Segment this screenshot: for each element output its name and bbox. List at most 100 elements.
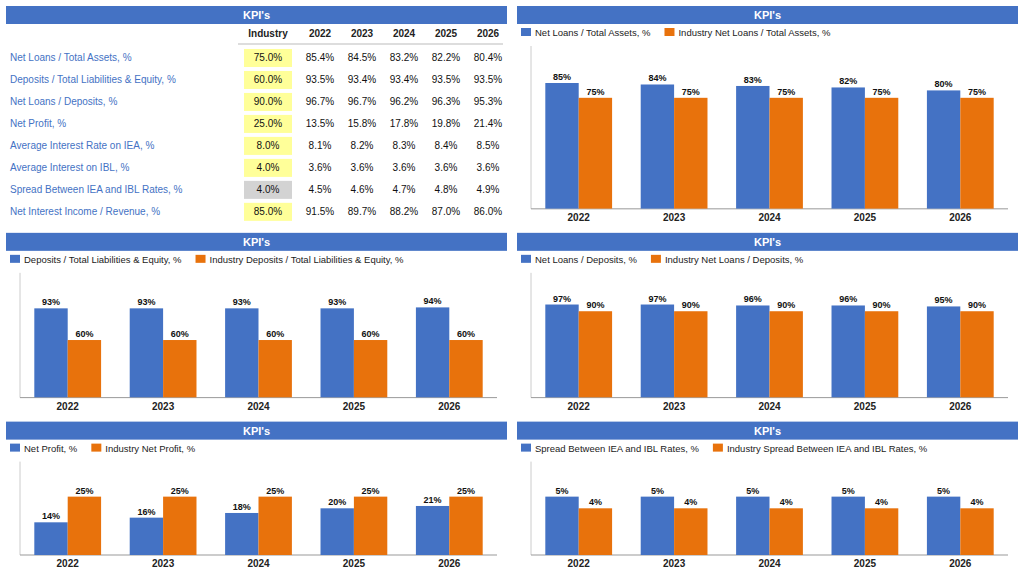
bar xyxy=(927,306,960,397)
cell-value: 86.0% xyxy=(474,206,502,217)
data-label: 93% xyxy=(233,297,251,307)
data-label: 5% xyxy=(937,486,950,496)
data-label: 60% xyxy=(171,329,189,339)
data-label: 25% xyxy=(362,486,380,496)
legend-swatch xyxy=(91,444,101,452)
header-band xyxy=(517,422,1018,440)
legend: Net Loans / Total Assets, %Industry Net … xyxy=(521,27,831,38)
x-tick-label: 2024 xyxy=(247,401,270,412)
row-label: Spread Between IEA and IBL Rates, % xyxy=(10,184,183,195)
cell-value: 8.0% xyxy=(257,140,280,151)
dashboard: Industry20222023202420252026Net Loans / … xyxy=(0,0,1024,577)
cell-value: 8.1% xyxy=(309,140,332,151)
data-label: 5% xyxy=(746,486,759,496)
bar-chart: Net Loans / Deposits, %Industry Net Loan… xyxy=(521,254,1008,412)
bars xyxy=(545,83,993,209)
bar xyxy=(68,340,101,398)
bar xyxy=(225,513,258,555)
cell-value: 15.8% xyxy=(348,118,376,129)
x-tick-label: 2026 xyxy=(949,401,972,412)
data-label: 14% xyxy=(42,511,60,521)
data-label: 18% xyxy=(233,502,251,512)
data-label: 75% xyxy=(682,87,700,97)
cell-value: 83.2% xyxy=(390,52,418,63)
data-labels: 5%4%5%4%5%4%5%4%5%4% xyxy=(555,486,983,508)
bar xyxy=(225,308,258,397)
x-tick-label: 2022 xyxy=(57,558,80,569)
bar xyxy=(416,506,449,555)
cell-value: 89.7% xyxy=(348,206,376,217)
row-label: Net Interest Income / Revenue, % xyxy=(10,206,160,217)
bar xyxy=(641,305,674,398)
header-band xyxy=(517,6,1018,24)
bar xyxy=(736,497,769,555)
x-tick-label: 2026 xyxy=(949,558,972,569)
cell-value: 75.0% xyxy=(254,52,282,63)
cell-value: 8.3% xyxy=(393,140,416,151)
legend-swatch xyxy=(196,255,206,263)
bar xyxy=(130,308,163,397)
cell-value: 80.4% xyxy=(474,52,502,63)
row-label: Average Interest on IBL, % xyxy=(10,162,129,173)
data-label: 97% xyxy=(553,294,571,304)
bar-chart: Net Profit, %Industry Net Profit, %14%25… xyxy=(10,443,497,569)
industry-cell xyxy=(244,49,292,67)
data-label: 84% xyxy=(648,73,666,83)
x-tick-label: 2023 xyxy=(663,212,686,223)
cell-value: 19.8% xyxy=(432,118,460,129)
legend-label: Industry Net Loans / Deposits, % xyxy=(665,254,804,265)
bar-chart: Spread Between IEA and IBL Rates, %Indus… xyxy=(521,443,1008,569)
data-label: 60% xyxy=(266,329,284,339)
cell-value: 4.0% xyxy=(257,162,280,173)
industry-cell xyxy=(244,71,292,89)
bars xyxy=(545,305,993,398)
industry-cell xyxy=(244,203,292,221)
bar xyxy=(34,308,67,397)
bar xyxy=(579,508,612,555)
legend-label: Net Loans / Total Assets, % xyxy=(535,27,651,38)
row-label: Deposits / Total Liabilities & Equity, % xyxy=(10,74,176,85)
row-label: Net Loans / Total Assets, % xyxy=(10,52,132,63)
legend-label: Industry Deposits / Total Liabilities & … xyxy=(210,254,405,265)
bar xyxy=(259,497,292,555)
y-axis-line xyxy=(531,46,532,209)
x-tick-label: 2023 xyxy=(663,401,686,412)
data-label: 80% xyxy=(935,79,953,89)
cell-value: 4.5% xyxy=(309,184,332,195)
legend-swatch xyxy=(10,444,20,452)
data-label: 60% xyxy=(75,329,93,339)
bar xyxy=(736,305,769,397)
bar xyxy=(960,508,993,555)
data-label: 4% xyxy=(780,497,793,507)
data-label: 4% xyxy=(589,497,602,507)
x-tick-label: 2025 xyxy=(854,212,877,223)
cell-value: 85.0% xyxy=(254,206,282,217)
legend-label: Industry Spread Between IEA and IBL Rate… xyxy=(727,443,928,454)
bar xyxy=(927,497,960,555)
data-label: 4% xyxy=(970,497,983,507)
column-header: 2024 xyxy=(393,28,416,39)
bar xyxy=(68,497,101,555)
cell-value: 93.5% xyxy=(474,74,502,85)
x-tick-label: 2022 xyxy=(568,401,591,412)
data-label: 83% xyxy=(744,75,762,85)
bar xyxy=(832,87,865,208)
row-label: Net Profit, % xyxy=(10,118,66,129)
data-label: 93% xyxy=(328,297,346,307)
x-tick-label: 2023 xyxy=(152,401,175,412)
data-label: 60% xyxy=(457,329,475,339)
x-tick-label: 2024 xyxy=(758,401,781,412)
industry-cell xyxy=(244,181,292,199)
x-tick-label: 2024 xyxy=(758,212,781,223)
data-label: 5% xyxy=(651,486,664,496)
cell-value: 4.6% xyxy=(351,184,374,195)
cell-value: 91.5% xyxy=(306,206,334,217)
data-label: 75% xyxy=(968,87,986,97)
bar xyxy=(545,305,578,398)
data-labels: 85%75%84%75%83%75%82%75%80%75% xyxy=(553,72,986,97)
bar xyxy=(832,305,865,397)
bar xyxy=(354,497,387,555)
industry-cell xyxy=(244,137,292,155)
bar xyxy=(960,98,993,209)
header-band xyxy=(6,422,507,440)
